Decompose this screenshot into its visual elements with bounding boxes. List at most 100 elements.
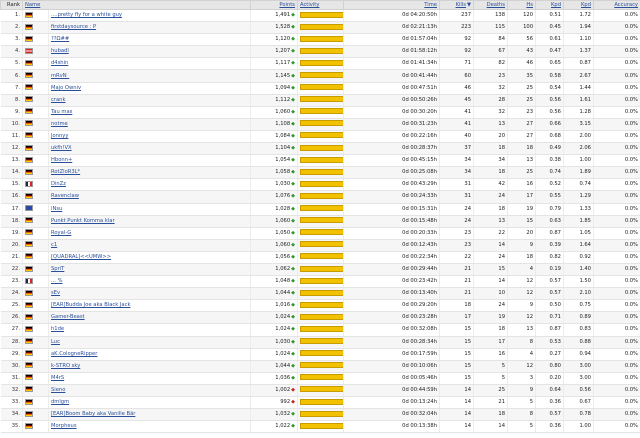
player-name-cell[interactable]: [EAR]Boom Baby aka Vanille Bär	[48, 408, 251, 422]
table-row[interactable]: 29. aK.CologneRipper 1,024◆ 0d 00:17:59h 15 1…	[0, 348, 640, 361]
player-name-cell[interactable]: ??Ω##	[48, 33, 251, 47]
player-name-cell[interactable]: ... %	[48, 275, 251, 289]
table-row[interactable]: 35. Morpheus 1,022◆ 0d 00:13:38h 14 14 5 0.36 1.…	[0, 420, 640, 434]
player-link[interactable]: DinZz	[51, 181, 67, 188]
player-name-cell[interactable]: notme	[48, 118, 251, 131]
player-link[interactable]: Punkt Punkt Komma klar	[51, 217, 115, 224]
player-name-cell[interactable]: hubadl	[48, 45, 251, 59]
player-link[interactable]: aK.CologneRipper	[51, 350, 98, 357]
header-kpd[interactable]: Kpd	[563, 0, 594, 10]
player-link[interactable]: RotZloR3L*	[51, 169, 81, 176]
player-link[interactable]: sEv	[51, 290, 61, 297]
player-link[interactable]: SpriT	[51, 266, 65, 273]
player-link[interactable]: [EAR]Boom Baby aka Vanille Bär	[51, 411, 136, 418]
table-row[interactable]: 27. h1de 1,024◆ 0d 00:32:08h 15 18 13 0.87 0.83 0…	[0, 323, 640, 337]
player-name-cell[interactable]: SpriT	[48, 263, 251, 277]
table-row[interactable]: 24. sEv 1,044◆ 0d 00:13:40h 21 10 12 0.57 2.10 0.…	[0, 287, 640, 301]
table-row[interactable]: 5. d4shin 1,117◆ 0d 01:41:34h 71 82 46 0.65 0.87…	[0, 57, 640, 71]
table-row[interactable]: 18. Punkt Punkt Komma klar 1,060◆ 0d 00:15:…	[0, 215, 640, 228]
table-row[interactable]: 12. ukfh!VX 1,104◆ 0d 00:28:37h 37 18 18 0.49 2.…	[0, 142, 640, 156]
table-row[interactable]: 13. Hbonn+ 1,054◆ 0d 00:45:15h 34 34 13 0.38 1.0…	[0, 154, 640, 168]
player-link[interactable]: dmlgm	[51, 399, 70, 406]
player-name-cell[interactable]: Hbonn+	[48, 154, 251, 168]
player-name-cell[interactable]: Sieno	[48, 384, 251, 398]
table-row[interactable]: 26. Gamer-Beast 1,024◆ 0d 00:23:28h 17 19 12 0.…	[0, 311, 640, 325]
table-row[interactable]: 20. c1 1,060◆ 0d 00:12:43h 23 14 9 0.39 1.64 0.0%	[0, 239, 640, 252]
table-row[interactable]: 34. [EAR]Boom Baby aka Vanille Bär 1,032◆ 0…	[0, 408, 640, 422]
table-row[interactable]: 3. ??Ω## 1,120◆ 0d 01:57:04h 92 84 56 0.61 1.10 0…	[0, 33, 640, 47]
table-row[interactable]: 15. DinZz 1,030◆ 0d 00:43:29h 31 42 16 0.52 0.74…	[0, 178, 640, 192]
player-name-cell[interactable]: firstdaysource : P	[48, 21, 251, 35]
table-row[interactable]: 4. hubadl 1,207◆ 0d 01:58:12h 92 67 43 0.47 1.37…	[0, 45, 640, 59]
table-row[interactable]: 9. Tau mas 1,060◆ 0d 00:30:20h 41 32 23 0.56 1.2…	[0, 106, 640, 119]
player-link[interactable]: ukfh!VX	[51, 145, 72, 152]
player-name-cell[interactable]: Tau mas	[48, 106, 251, 119]
player-link[interactable]: h1de	[51, 326, 65, 333]
player-name-cell[interactable]: h1de	[48, 323, 251, 337]
player-name-cell[interactable]: Gamer-Beast	[48, 311, 251, 325]
table-row[interactable]: 22. SpriT 1,062◆ 0d 00:29:44h 21 15 4 0.19 1.40 0…	[0, 263, 640, 277]
player-link[interactable]: Hbonn+	[51, 157, 73, 164]
player-link[interactable]: firstdaysource : P	[51, 24, 97, 31]
player-link[interactable]: crank	[51, 96, 66, 103]
table-row[interactable]: 31. M4rS 1,036◆ 0d 00:05:46h 15 5 3 0.20 3.00 0.0…	[0, 372, 640, 385]
header-activity[interactable]: Activity	[297, 0, 344, 10]
player-name-cell[interactable]: M4rS	[48, 372, 251, 385]
table-row[interactable]: 30. k-STRO sky 1,044◆ 0d 00:10:06h 15 5 12 0.80…	[0, 360, 640, 373]
player-link[interactable]: iNsu	[51, 205, 63, 212]
sort-by-headshots-link[interactable]: Hs	[526, 2, 533, 8]
player-name-cell[interactable]: ....pretty fly for a white guy	[48, 9, 251, 23]
header-points[interactable]: Points	[250, 0, 298, 10]
player-link[interactable]: Gamer-Beast	[51, 314, 85, 321]
table-row[interactable]: 25. [EAR]Budda Joe aka Black Jack 1,016◆ 0d…	[0, 299, 640, 313]
player-name-cell[interactable]: Luc	[48, 336, 251, 349]
table-row[interactable]: 14. RotZloR3L* 1,058◆ 0d 00:25:08h 34 18 25 0.7…	[0, 166, 640, 180]
player-name-cell[interactable]: c1	[48, 239, 251, 252]
header-kills[interactable]: Kills▼	[439, 0, 474, 10]
player-link[interactable]: Sieno	[51, 386, 66, 393]
table-row[interactable]: 8. crank 1,112◆ 0d 00:50:26h 45 28 25 0.56 1.61 0…	[0, 94, 640, 107]
sort-by-kd-link[interactable]: Kpd	[551, 2, 561, 8]
sort-by-deaths-link[interactable]: Deaths	[486, 2, 505, 8]
table-row[interactable]: 16. Ravenclaw 1,076◆ 0d 00:24:33h 31 24 17 0.55…	[0, 190, 640, 204]
player-name-cell[interactable]: Jonnyy	[48, 130, 251, 144]
header-name[interactable]: Name	[22, 0, 251, 10]
sort-by-accuracy-link[interactable]: Accuracy	[614, 2, 638, 8]
sort-by-activity-link[interactable]: Activity	[300, 2, 320, 8]
sort-by-kills-link[interactable]: Kills	[455, 2, 466, 8]
player-name-cell[interactable]: Majo Owniv	[48, 82, 251, 95]
table-row[interactable]: 11. Jonnyy 1,084◆ 0d 00:22:16h 40 20 27 0.68 2.0…	[0, 130, 640, 144]
player-link[interactable]: Ravenclaw	[51, 193, 79, 200]
player-name-cell[interactable]: [QUADRAL]<<UMW>>	[48, 251, 251, 264]
player-link[interactable]: [EAR]Budda Joe aka Black Jack	[51, 302, 131, 309]
sort-by-points-link[interactable]: Points	[279, 2, 295, 8]
player-link[interactable]: mRvN_	[51, 72, 70, 79]
header-deaths[interactable]: Deaths	[473, 0, 508, 10]
table-row[interactable]: 17. iNsu 1,028◆ 0d 00:15:31h 24 18 19 0.79 1.33 0…	[0, 203, 640, 216]
sort-by-name-link[interactable]: Name	[25, 2, 41, 8]
player-name-cell[interactable]: crank	[48, 94, 251, 107]
player-name-cell[interactable]: k-STRO sky	[48, 360, 251, 373]
player-name-cell[interactable]: Morpheus	[48, 420, 251, 434]
player-link[interactable]: Royal-G	[51, 229, 72, 236]
player-link[interactable]: c1	[51, 241, 58, 248]
player-link[interactable]: ....pretty fly for a white guy	[51, 12, 122, 19]
player-link[interactable]: Tau mas	[51, 108, 73, 115]
player-link[interactable]: Luc	[51, 338, 60, 345]
player-name-cell[interactable]: aK.CologneRipper	[48, 348, 251, 361]
player-link[interactable]: d4shin	[51, 60, 69, 67]
player-link[interactable]: ... %	[51, 278, 63, 285]
player-name-cell[interactable]: ukfh!VX	[48, 142, 251, 156]
table-row[interactable]: 2. firstdaysource : P 1,528◆ 0d 02:21:13h 22…	[0, 21, 640, 35]
sort-by-kpd-link[interactable]: Kpd	[581, 2, 591, 8]
header-headshots[interactable]: Hs	[507, 0, 536, 10]
sort-by-time-link[interactable]: Time	[424, 2, 437, 8]
table-row[interactable]: 33. dmlgm 992◆ 0d 00:13:24h 14 21 5 0.36 0.67 0.0…	[0, 396, 640, 410]
player-name-cell[interactable]: iNsu	[48, 203, 251, 216]
table-row[interactable]: 1. ....pretty fly for a white guy 1,491◆ 0d…	[0, 9, 640, 23]
player-link[interactable]: [QUADRAL]<<UMW>>	[51, 253, 112, 260]
player-link[interactable]: Jonnyy	[51, 132, 69, 139]
player-name-cell[interactable]: dmlgm	[48, 396, 251, 410]
player-name-cell[interactable]: DinZz	[48, 178, 251, 192]
header-kd[interactable]: Kpd	[535, 0, 564, 10]
